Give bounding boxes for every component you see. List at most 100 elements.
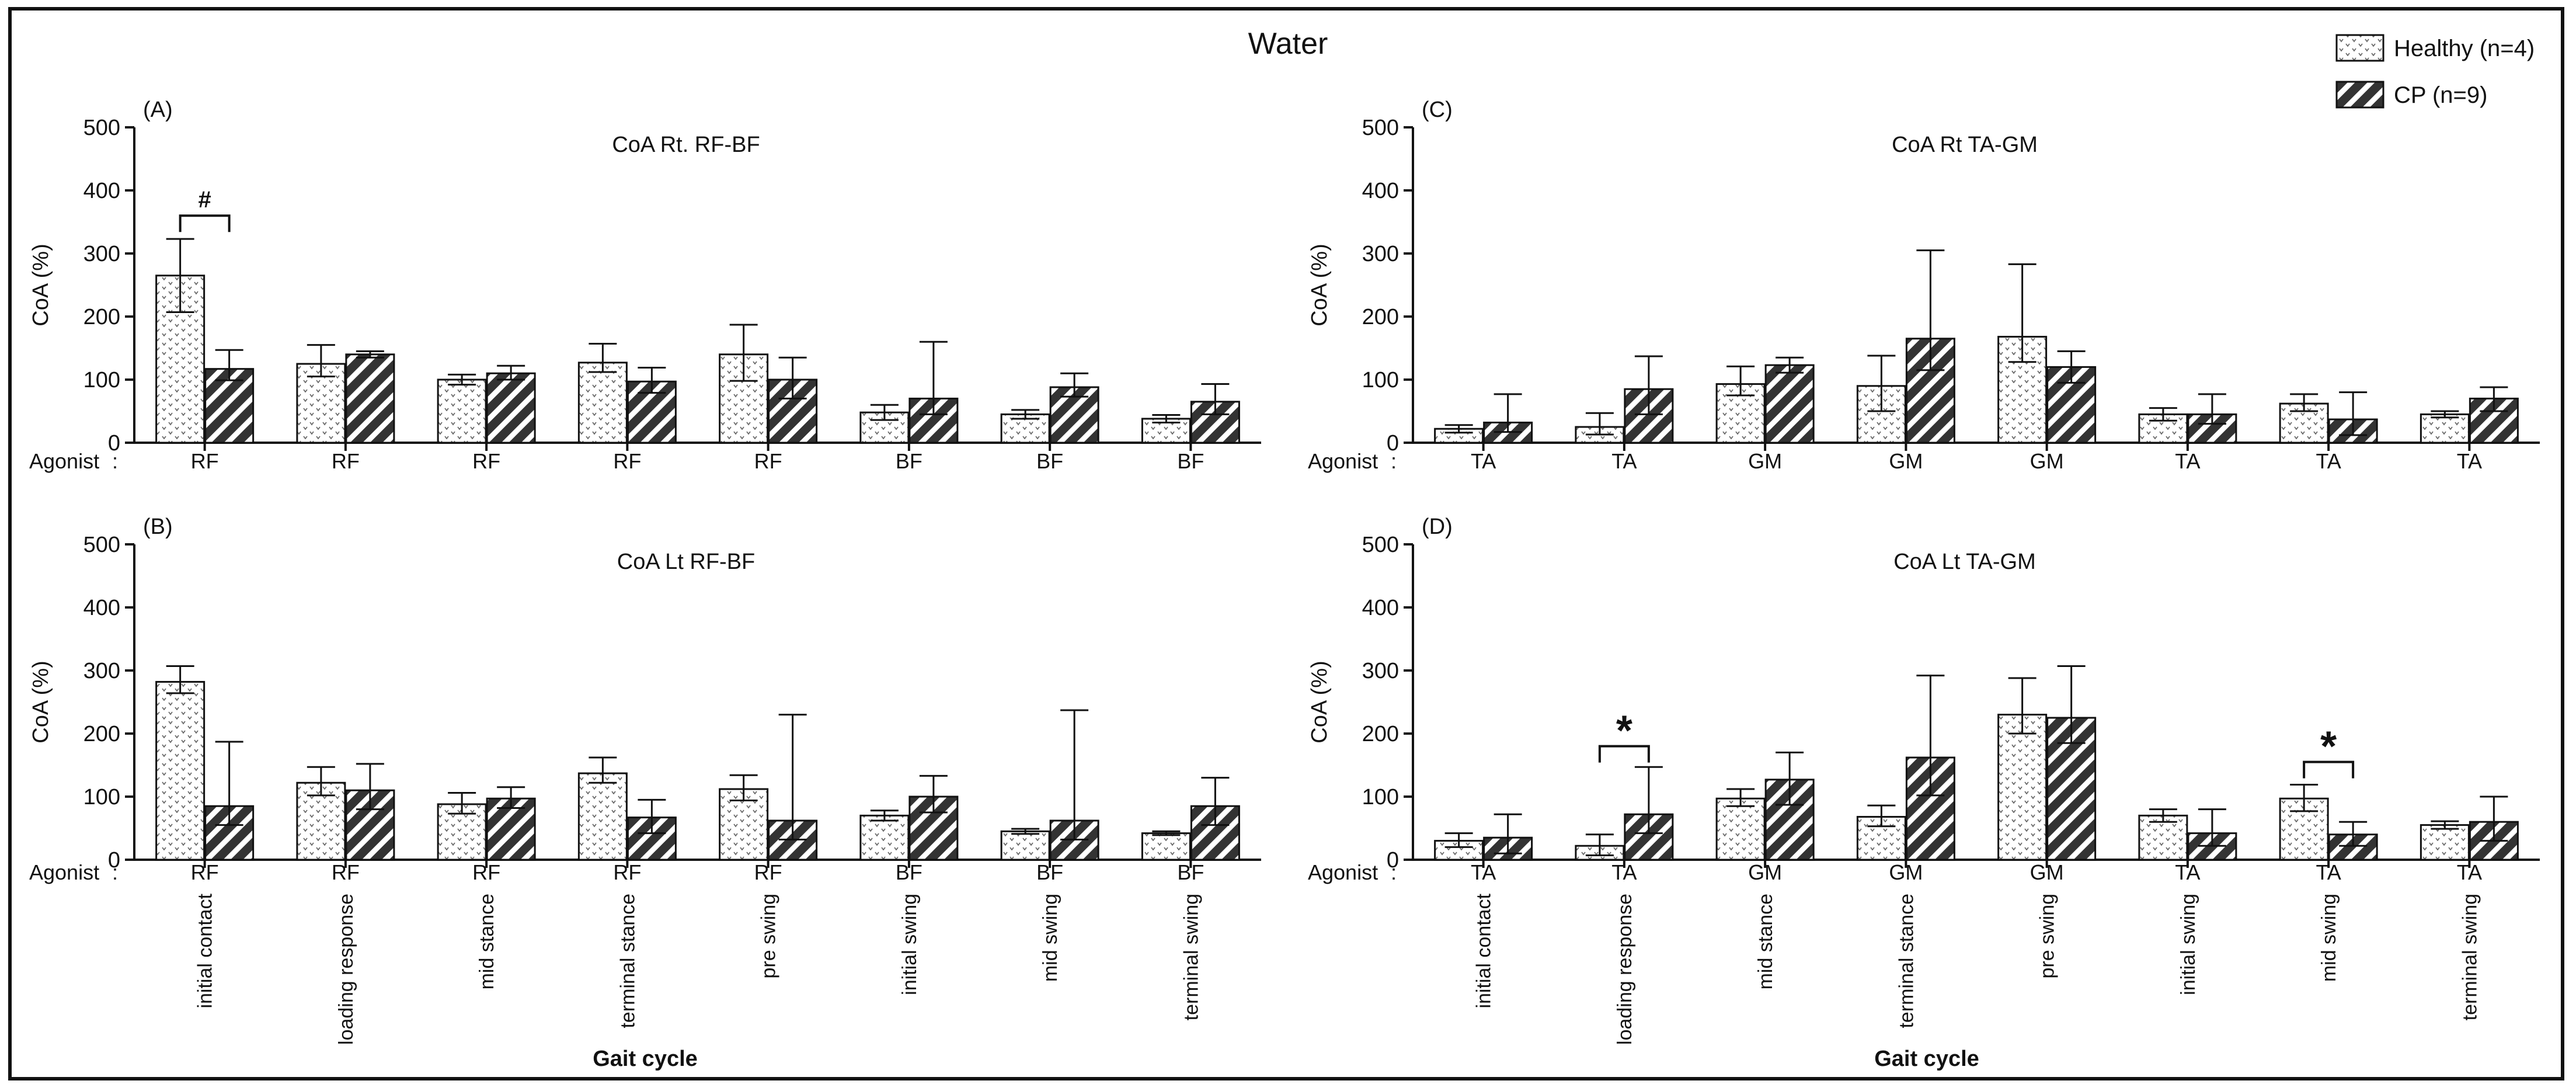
category-label: terminal swing	[2459, 894, 2481, 1020]
bar-healthy	[859, 814, 910, 861]
significance-bracket	[1598, 745, 1650, 763]
y-tick-label: 500	[1362, 533, 1399, 557]
agonist-label: TA	[2457, 449, 2482, 473]
panel-label: (B)	[143, 515, 173, 539]
y-tick-label: 300	[83, 659, 120, 683]
agonist-row-colon: :	[1391, 860, 1397, 884]
legend-swatch-healthy	[2335, 34, 2384, 62]
panel-title: CoA Lt TA-GM	[1893, 550, 2036, 574]
y-axis-title: CoA (%)	[29, 661, 53, 743]
legend-item-healthy: Healthy (n=4)	[2335, 34, 2535, 62]
bar-cp	[1764, 364, 1815, 444]
agonist-label: RF	[754, 449, 782, 473]
bar-healthy	[2420, 824, 2470, 861]
legend: Healthy (n=4) CP (n=9)	[2335, 34, 2535, 109]
legend-swatch-cp	[2335, 81, 2384, 109]
category-label: mid stance	[1755, 894, 1777, 989]
y-tick-label: 500	[83, 116, 120, 140]
agonist-label: RF	[472, 449, 500, 473]
category-label: terminal stance	[1895, 894, 1917, 1029]
bar-healthy	[155, 680, 206, 861]
y-tick-label: 400	[1362, 179, 1399, 203]
agonist-label: RF	[754, 860, 782, 884]
significance-mark: *	[2320, 724, 2337, 770]
bar-healthy	[1141, 832, 1191, 861]
y-tick-label: 200	[1362, 722, 1399, 746]
agonist-label: TA	[2175, 860, 2200, 884]
category-label: initial swing	[2177, 894, 2199, 995]
agonist-row-label: Agonist	[29, 860, 99, 884]
bar-healthy	[437, 803, 487, 861]
y-tick-label: 0	[108, 848, 120, 873]
category-label: mid swing	[1039, 894, 1061, 982]
agonist-label: TA	[2457, 860, 2482, 884]
category-label: loading response	[1614, 894, 1636, 1045]
y-tick-label: 0	[1387, 431, 1399, 456]
agonist-label: RF	[332, 449, 360, 473]
y-tick-label: 400	[83, 596, 120, 620]
agonist-label: BF	[896, 860, 923, 884]
agonist-label: GM	[2030, 860, 2064, 884]
category-label: initial contact	[1473, 893, 1495, 1008]
agonist-row-colon: :	[1391, 449, 1397, 473]
agonist-label: BF	[1177, 860, 1204, 884]
agonist-label: RF	[613, 449, 641, 473]
y-axis-title: CoA (%)	[29, 244, 53, 326]
agonist-row-colon: :	[112, 860, 118, 884]
y-tick-label: 200	[83, 722, 120, 746]
category-label: pre swing	[758, 894, 780, 979]
agonist-label: TA	[1611, 449, 1637, 473]
panel-c: (C) CoA Rt TA-GM 0 100 200 300 400 500 CoA (%) Ag…	[1307, 98, 2540, 473]
bar-healthy	[1715, 797, 1766, 861]
panel-title: CoA Rt TA-GM	[1892, 133, 2038, 157]
agonist-label: RF	[191, 860, 219, 884]
panel-a: (A) CoA Rt. RF-BF 0 100 200 300 400 500 CoA (%) A…	[29, 98, 1261, 473]
agonist-label: GM	[1889, 860, 1923, 884]
bar-healthy	[577, 362, 628, 444]
category-label: initial swing	[899, 894, 921, 995]
y-tick-label: 100	[1362, 368, 1399, 392]
y-axis-title: CoA (%)	[1307, 244, 1332, 326]
agonist-label: RF	[332, 860, 360, 884]
y-tick-label: 0	[108, 431, 120, 456]
agonist-label: TA	[1471, 449, 1496, 473]
bar-healthy	[1997, 714, 2048, 861]
agonist-label: GM	[1748, 860, 1782, 884]
figure-frame	[8, 7, 2564, 1080]
x-title-right: Gait cycle	[1874, 1047, 1979, 1071]
bar-healthy	[2138, 814, 2188, 861]
agonist-label: GM	[1748, 449, 1782, 473]
agonist-row-label: Agonist	[1308, 860, 1378, 884]
bar-cp	[345, 353, 395, 444]
y-tick-label: 500	[83, 533, 120, 557]
bar-cp	[486, 372, 536, 444]
agonist-row-label: Agonist	[29, 449, 99, 473]
agonist-label: TA	[2316, 860, 2341, 884]
bar-healthy	[577, 772, 628, 861]
agonist-label: GM	[2030, 449, 2064, 473]
legend-label-healthy: Healthy (n=4)	[2394, 36, 2535, 61]
agonist-label: TA	[2175, 449, 2200, 473]
figure-title: Water	[1248, 27, 1328, 61]
y-tick-label: 100	[1362, 785, 1399, 809]
legend-item-cp: CP (n=9)	[2335, 81, 2487, 109]
x-title-left: Gait cycle	[593, 1047, 698, 1071]
y-tick-label: 400	[83, 179, 120, 203]
y-tick-label: 300	[1362, 659, 1399, 683]
y-tick-label: 400	[1362, 596, 1399, 620]
significance-bracket	[2303, 760, 2355, 779]
panel-label: (A)	[143, 98, 173, 122]
panel-title: CoA Lt RF-BF	[617, 550, 756, 574]
legend-label-cp: CP (n=9)	[2394, 82, 2487, 108]
significance-mark: #	[199, 187, 211, 213]
significance-mark: *	[1616, 708, 1632, 755]
y-tick-label: 200	[1362, 305, 1399, 329]
agonist-label: RF	[191, 449, 219, 473]
bar-healthy	[1856, 385, 1906, 444]
panel-b: (B) CoA Lt RF-BF 0 100 200 300 400 500 CoA (%) Ag…	[29, 515, 1261, 1045]
agonist-label: GM	[1889, 449, 1923, 473]
category-label: pre swing	[2037, 894, 2059, 979]
panel-d: (D) CoA Lt TA-GM 0 100 200 300 400 500 CoA (%) Ag…	[1307, 515, 2540, 1045]
y-axis-title: CoA (%)	[1307, 661, 1332, 743]
